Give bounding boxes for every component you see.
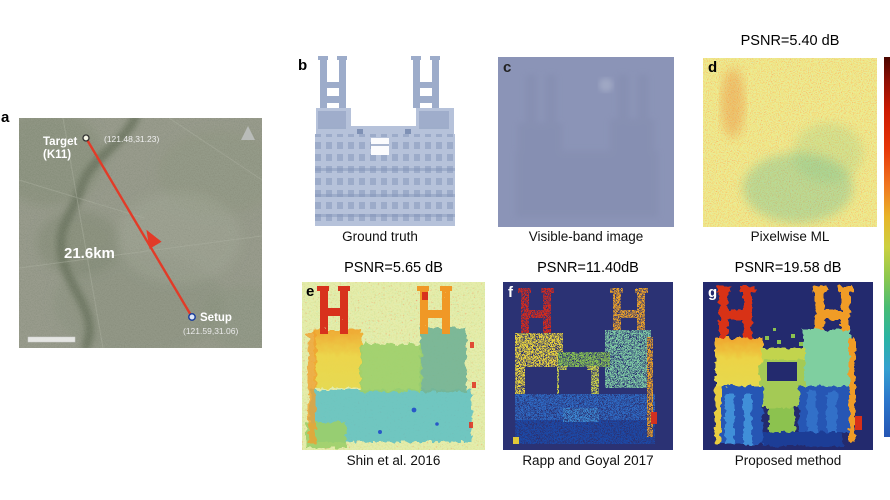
clean-structures <box>715 286 855 446</box>
caption-shin: Shin et al. 2016 <box>346 453 441 468</box>
depth-colorbar <box>884 57 890 437</box>
red-edge-specks <box>469 342 476 428</box>
psnr-title-proposed: PSNR=19.58 dB <box>734 260 842 276</box>
satellite-map: Target (K11) (121.48,31.23) 21.6km Setup… <box>19 118 262 348</box>
target-label-line1: Target <box>43 136 77 148</box>
psnr-title-rapp: PSNR=11.40dB <box>537 260 639 276</box>
target-coordinates: (121.48,31.23) <box>104 134 159 144</box>
red-speck <box>855 416 862 430</box>
map-texture <box>19 118 262 348</box>
panel-label-d: d <box>708 59 718 76</box>
setup-coordinates: (121.59,31.06) <box>183 326 238 336</box>
caption-rapp: Rapp and Goyal 2017 <box>522 453 654 468</box>
red-speck <box>651 412 657 424</box>
depth-structures <box>306 328 472 448</box>
target-label-line2: (K11) <box>43 149 71 161</box>
caption-visible-band: Visible-band image <box>528 229 644 244</box>
panel-label-b: b <box>298 57 308 74</box>
north-triangle-icon <box>241 126 255 140</box>
panel-label-c: c <box>503 59 512 76</box>
visible-band-image <box>498 57 674 227</box>
caption-proposed: Proposed method <box>734 453 842 468</box>
center-hole <box>767 362 797 381</box>
panel-label-a: a <box>1 109 10 126</box>
speckled-structures <box>515 288 655 444</box>
panel-label-e: e <box>306 283 315 300</box>
proposed-method-image <box>703 282 873 450</box>
arrowhead-icon <box>146 229 162 249</box>
caption-pixelwise-ml: Pixelwise ML <box>750 229 830 244</box>
yellow-speck <box>513 437 519 444</box>
shin-2016-image <box>302 282 485 450</box>
ground-truth-image <box>315 56 455 226</box>
tower-structures <box>317 286 452 334</box>
building-center-opening <box>371 138 389 155</box>
panel-label-f: f <box>508 284 513 301</box>
caption-ground-truth: Ground truth <box>342 229 418 244</box>
blue-specks <box>378 407 439 434</box>
map-scale-bar <box>27 336 76 343</box>
setup-label: Setup <box>200 312 232 324</box>
rapp-goyal-image <box>503 282 673 450</box>
target-marker-icon <box>82 134 90 142</box>
center-hole <box>559 370 591 394</box>
panel-label-g: g <box>708 284 718 301</box>
pixelwise-ml-image <box>703 58 877 227</box>
green-specks <box>765 328 803 346</box>
psnr-title-pixelwise-ml: PSNR=5.40 dB <box>740 33 840 49</box>
distance-label: 21.6km <box>64 245 115 262</box>
path-line <box>84 137 194 318</box>
psnr-title-shin: PSNR=5.65 dB <box>344 260 443 276</box>
faint-building-silhouette <box>516 75 658 217</box>
setup-marker-icon <box>188 313 196 321</box>
